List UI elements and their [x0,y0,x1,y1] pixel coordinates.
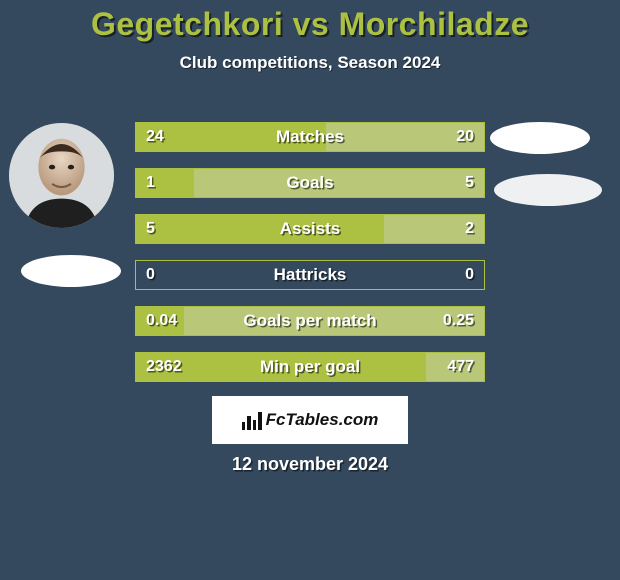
page-title: Gegetchkori vs Morchiladze [0,0,620,43]
date-text: 12 november 2024 [0,454,620,475]
title-player1: Gegetchkori [91,6,283,42]
bar-right [194,169,484,197]
bar-left [136,307,184,335]
bar-left [136,215,384,243]
stats-container: Matches2420 Goals15 Assists52 Hattricks0 0 Go… [135,122,485,398]
stat-row: Min per goal2362477 [135,352,485,382]
bar-left [136,123,326,151]
subtitle: Club competitions, Season 2024 [0,53,620,73]
player2-flag [494,174,602,206]
brand-text: FcTables.com [266,410,379,430]
stat-row: Goals per match0.040.25 [135,306,485,336]
stat-row: Hattricks0 0 [135,260,485,290]
bar-right [426,353,484,381]
bar-right [326,123,484,151]
player1-avatar [9,123,114,228]
bar-right [184,307,484,335]
bar-left [136,353,426,381]
player1-flag [21,255,121,287]
bar-left [136,169,194,197]
comparison-card: Gegetchkori vs Morchiladze Club competit… [0,0,620,580]
brand-badge[interactable]: FcTables.com [212,396,408,444]
stat-value-right: 0 [455,261,484,289]
stat-row: Matches2420 [135,122,485,152]
stat-row: Goals15 [135,168,485,198]
player2-avatar-placeholder [490,122,590,154]
stat-value-left: 0 [136,261,165,289]
bar-right [384,215,484,243]
title-player2: Morchiladze [339,6,529,42]
stat-label: Hattricks [136,261,484,289]
chart-icon [242,410,262,430]
stat-row: Assists52 [135,214,485,244]
title-vs: vs [283,6,338,42]
